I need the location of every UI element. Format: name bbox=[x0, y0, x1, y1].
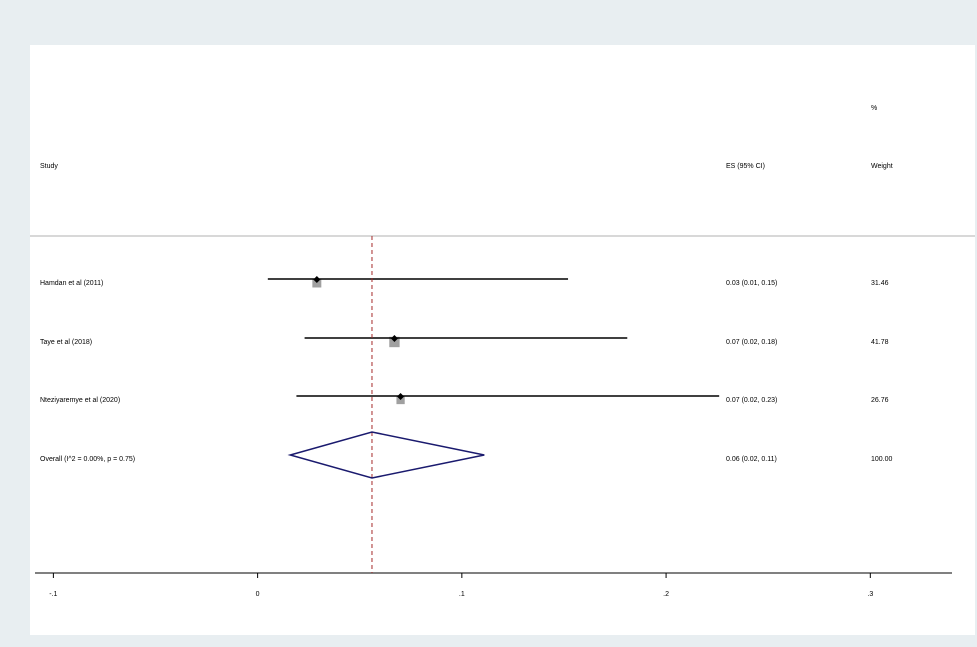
overall-diamond bbox=[287, 431, 485, 479]
es-label: 0.03 (0.01, 0.15) bbox=[726, 280, 777, 287]
overall-label: Overall (I^2 = 0.00%, p = 0.75) bbox=[40, 456, 135, 463]
point-estimate bbox=[390, 335, 398, 342]
weight-header: Weight bbox=[871, 163, 893, 170]
study-header: Study bbox=[40, 163, 58, 170]
x-tick-label: .3 bbox=[867, 591, 873, 598]
study-label: Nteziyaremye et al (2020) bbox=[40, 397, 120, 404]
overall-weight-label: 100.00 bbox=[871, 456, 893, 463]
weight-box bbox=[396, 395, 405, 405]
x-tick-label: .1 bbox=[459, 591, 465, 598]
x-tick-label: 0 bbox=[256, 591, 260, 598]
es-label: 0.07 (0.02, 0.23) bbox=[726, 397, 777, 404]
point-estimate bbox=[397, 393, 405, 400]
x-tick-label: .2 bbox=[663, 591, 669, 598]
overall-es-label: 0.06 (0.02, 0.11) bbox=[726, 456, 777, 463]
es-header: ES (95% CI) bbox=[726, 163, 765, 170]
es-label: 0.07 (0.02, 0.18) bbox=[726, 339, 777, 346]
x-tick-label: -.1 bbox=[49, 591, 57, 598]
plot-panel bbox=[30, 45, 975, 635]
point-estimate bbox=[313, 276, 321, 283]
study-label: Hamdan et al (2011) bbox=[40, 280, 103, 287]
weight-label: 26.76 bbox=[871, 397, 889, 404]
weight-pct-header: % bbox=[871, 105, 877, 112]
study-label: Taye et al (2018) bbox=[40, 339, 92, 346]
weight-label: 41.78 bbox=[871, 339, 889, 346]
weight-box bbox=[312, 278, 322, 288]
weight-label: 31.46 bbox=[871, 280, 889, 287]
